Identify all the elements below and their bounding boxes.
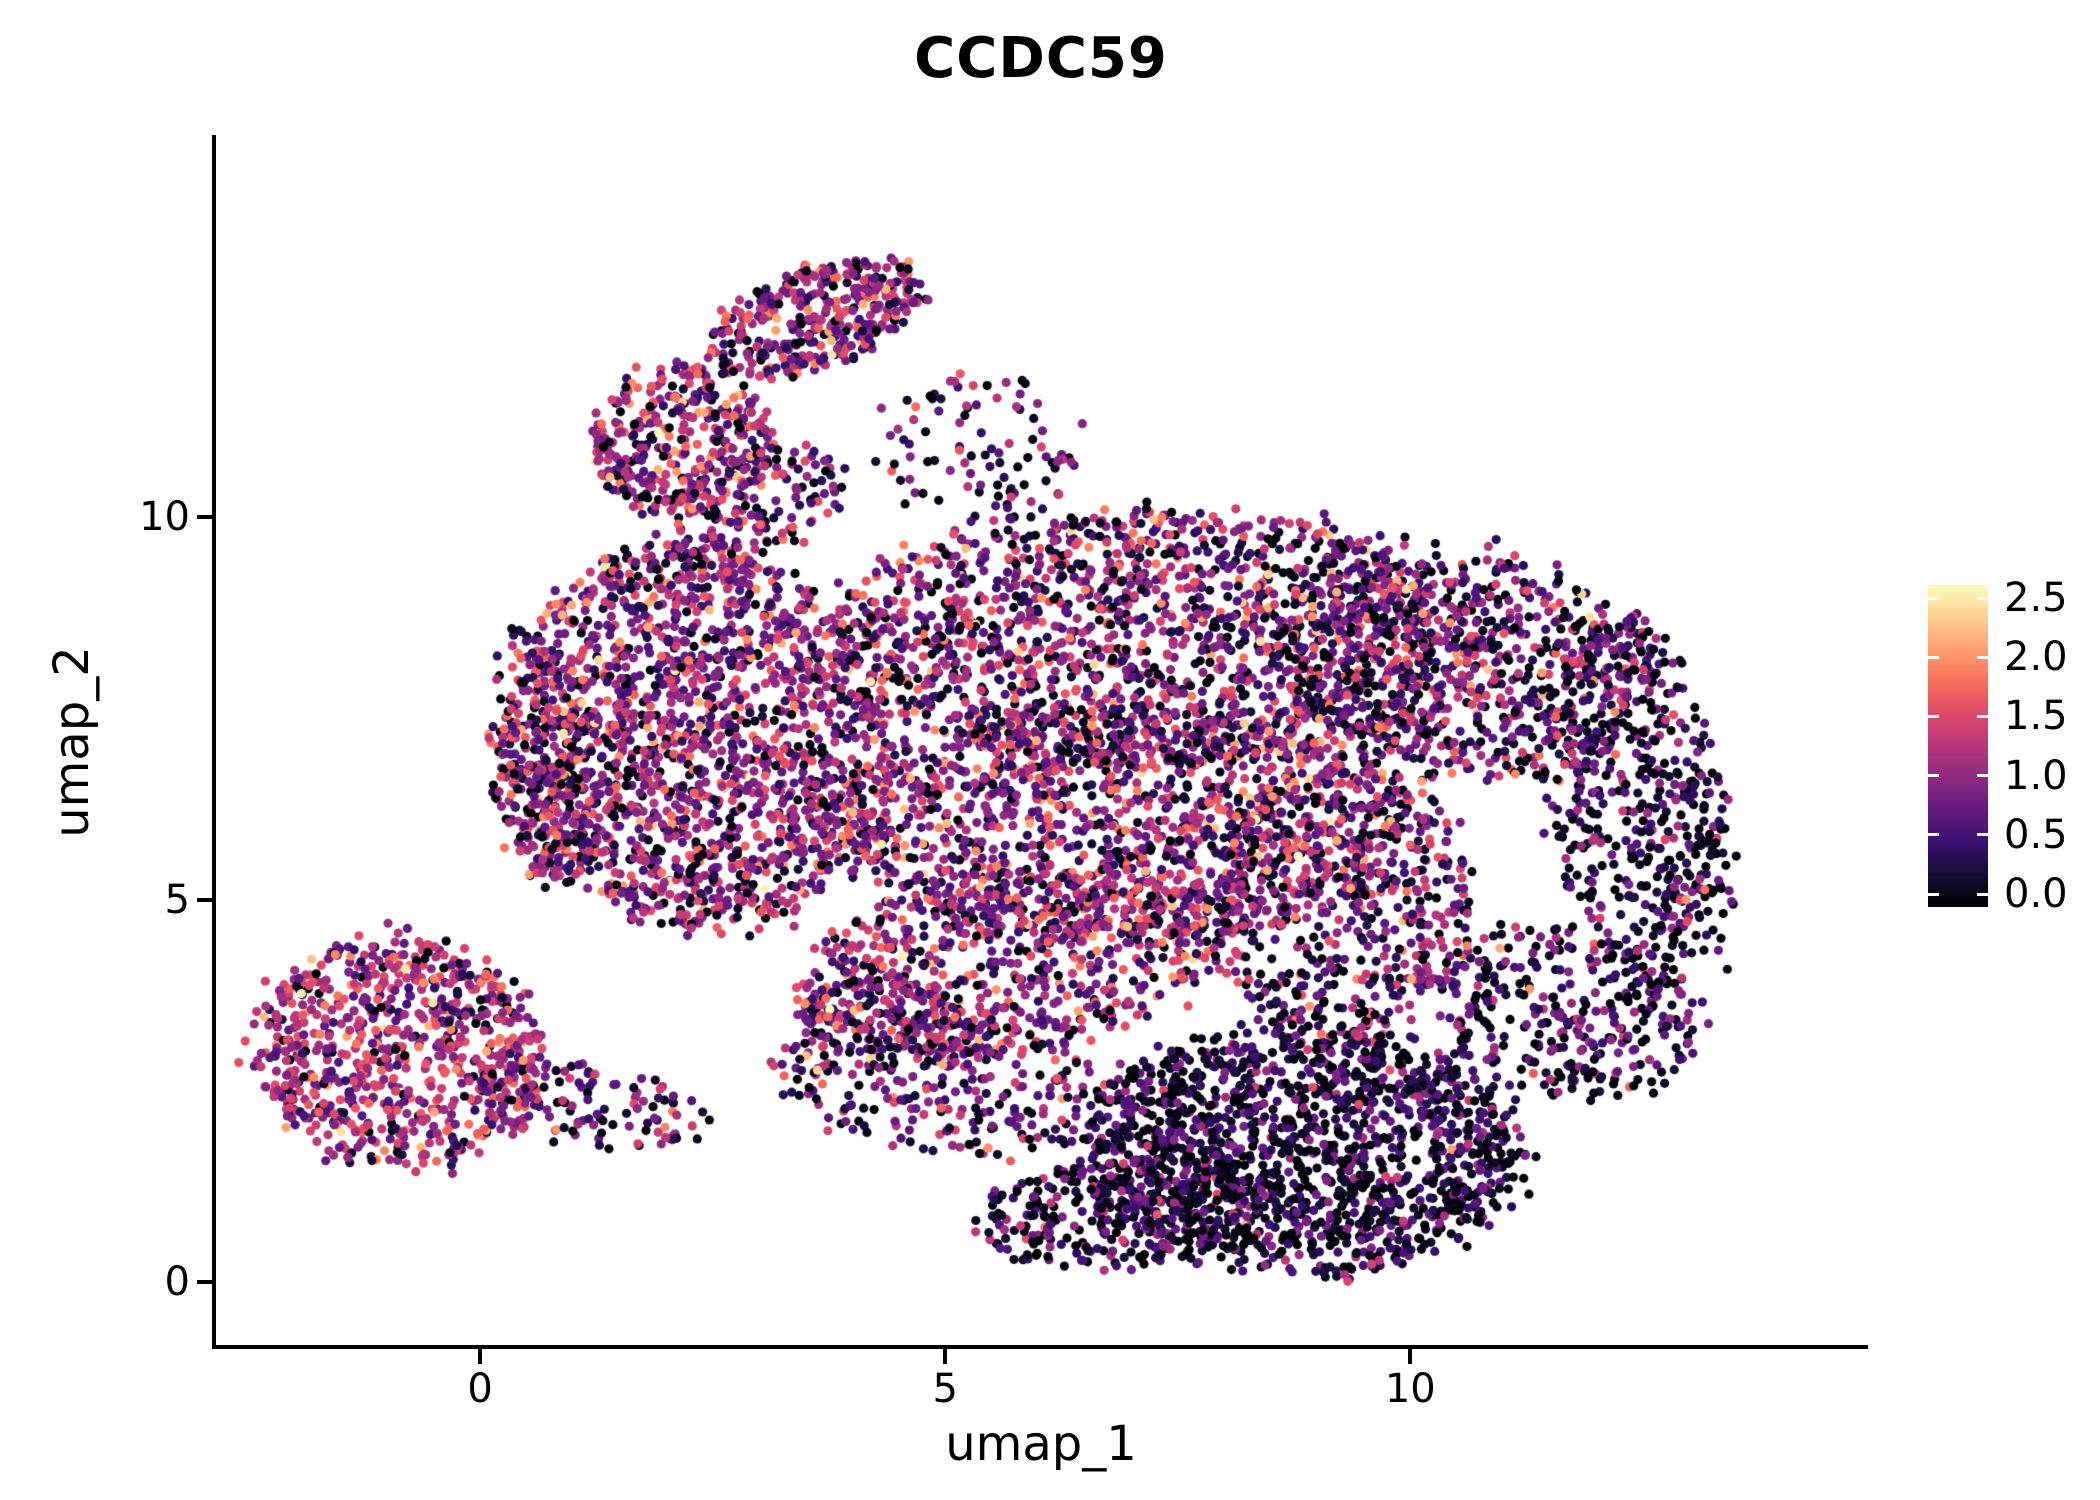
colorbar-tick-mark: [1928, 774, 1939, 778]
y-tick-mark: [197, 897, 212, 902]
colorbar-tick-mark: [1928, 655, 1939, 659]
colorbar-tick-mark: [1977, 892, 1988, 896]
y-tick-mark: [197, 1280, 212, 1284]
colorbar-tick-mark: [1977, 596, 1988, 600]
colorbar-tick-label: 2.0: [2004, 634, 2068, 681]
x-axis-line: [212, 1345, 1868, 1349]
y-axis-label: umap_2: [44, 646, 100, 838]
y-tick-mark: [197, 515, 212, 520]
scatter-points-canvas: [215, 135, 1867, 1347]
x-tick-label: 10: [1384, 1366, 1436, 1412]
y-axis-line: [212, 135, 216, 1349]
colorbar-tick-label: 1.0: [2004, 752, 2068, 799]
y-tick-label: 0: [164, 1259, 190, 1305]
x-tick-mark: [943, 1349, 948, 1364]
x-tick-mark: [1408, 1349, 1413, 1364]
colorbar-tick-label: 1.5: [2004, 693, 2068, 740]
colorbar-tick-mark: [1928, 714, 1939, 718]
x-tick-label: 5: [932, 1366, 958, 1412]
y-tick-label: 5: [164, 876, 190, 923]
y-tick-label: 10: [139, 494, 190, 541]
colorbar-tick-label: 0.0: [2004, 871, 2068, 917]
x-tick-mark: [478, 1349, 483, 1364]
colorbar-tick-mark: [1977, 833, 1988, 837]
colorbar-tick-label: 2.5: [2004, 575, 2068, 621]
colorbar-tick-mark: [1977, 774, 1988, 778]
colorbar-gradient: [1928, 585, 1988, 907]
colorbar-tick-mark: [1977, 714, 1988, 718]
colorbar-tick-mark: [1928, 892, 1939, 896]
colorbar-tick-label: 0.5: [2004, 811, 2068, 858]
x-tick-label: 0: [467, 1366, 493, 1412]
colorbar-tick-mark: [1928, 596, 1939, 600]
chart-title: CCDC59: [914, 26, 1168, 91]
colorbar-tick-mark: [1977, 655, 1988, 659]
colorbar-tick-mark: [1928, 833, 1939, 837]
x-axis-label: umap_1: [945, 1416, 1137, 1472]
